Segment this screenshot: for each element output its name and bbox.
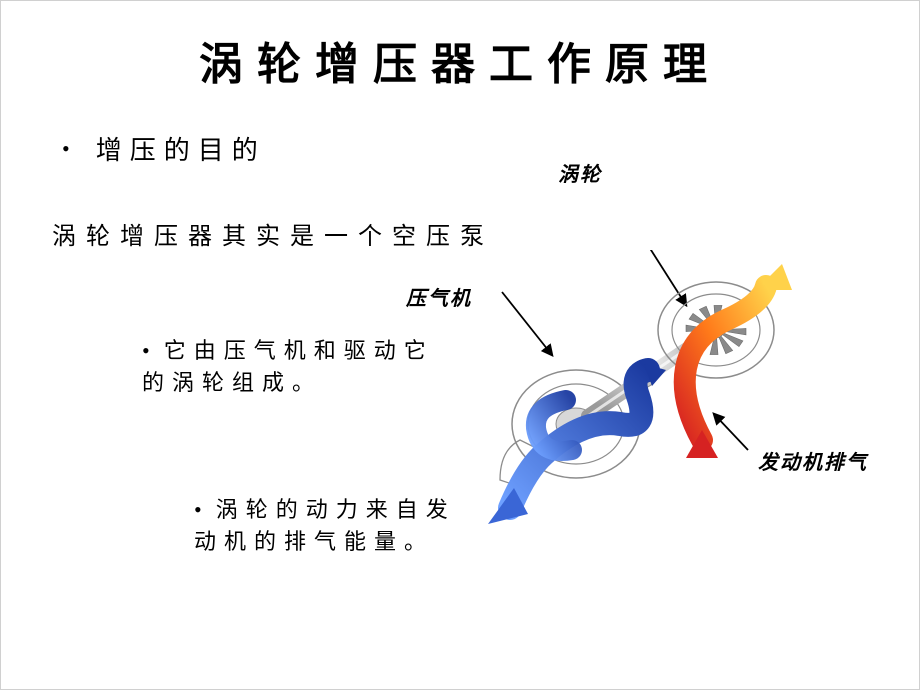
bullet-text: 它由压气机和驱动它的涡轮组成。 [142, 338, 434, 395]
pointer-exhaust [714, 414, 748, 450]
turbocharger-diagram [480, 250, 880, 580]
bullet-text: 涡轮的动力来自发动机的排气能量。 [194, 497, 456, 554]
pointer-compressor [502, 292, 552, 355]
label-turbine: 涡轮 [558, 158, 602, 187]
slide-title: 涡轮增压器工作原理 [0, 28, 920, 92]
section-heading: 增压的目的 [62, 130, 266, 167]
bullet-power-source: •涡轮的动力来自发动机的排气能量。 [194, 494, 474, 558]
pointer-turbine [616, 250, 686, 305]
label-compressor: 压气机 [406, 282, 472, 311]
bullet-components: •它由压气机和驱动它的涡轮组成。 [142, 335, 462, 399]
description-line: 涡轮增压器其实是一个空压泵 [52, 216, 494, 251]
bullet-dot-icon: • [142, 338, 158, 363]
bullet-dot-icon: • [194, 497, 210, 522]
